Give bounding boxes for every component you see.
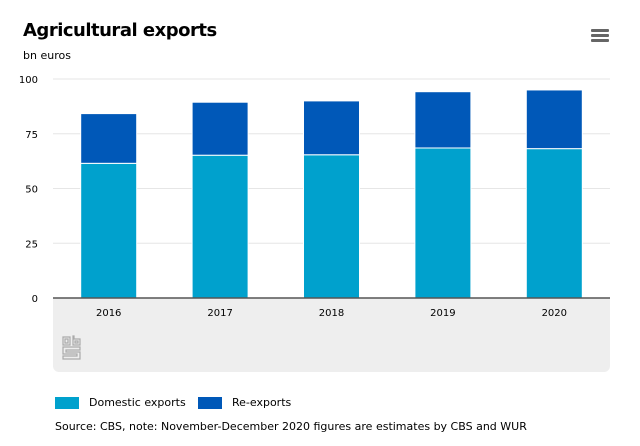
bar-reexports-2019[interactable] — [414, 91, 472, 149]
hamburger-icon[interactable] — [591, 29, 609, 45]
bar-reexports-2018[interactable] — [303, 100, 360, 156]
bar-domestic-2016[interactable] — [80, 162, 138, 299]
x-tick-label: 2020 — [542, 308, 567, 319]
y-tick-label: 50 — [25, 185, 38, 196]
y-tick-label: 0 — [32, 294, 38, 305]
x-tick-label: 2017 — [207, 308, 232, 319]
x-tick-label: 2019 — [430, 308, 455, 319]
y-axis-unit: bn euros — [23, 49, 71, 62]
bar-reexports-2020[interactable] — [525, 89, 583, 150]
bar-domestic-2018[interactable] — [303, 154, 360, 299]
chart-title: Agricultural exports — [23, 20, 217, 41]
legend-label: Domestic exports — [89, 396, 186, 409]
legend-label: Re-exports — [232, 396, 292, 409]
y-tick-label: 25 — [25, 239, 38, 250]
y-tick-label: 100 — [19, 75, 38, 86]
legend-swatch — [55, 396, 79, 409]
legend-reexports[interactable]: Re-exports — [198, 396, 291, 409]
y-tick-label: 75 — [25, 130, 38, 141]
cbs-logo — [62, 335, 82, 365]
legend-domestic[interactable]: Domestic exports — [55, 396, 186, 409]
bar-domestic-2017[interactable] — [191, 154, 249, 299]
bar-reexports-2017[interactable] — [191, 101, 249, 156]
bar-reexports-2016[interactable] — [80, 113, 138, 164]
x-tick-label: 2016 — [96, 308, 121, 319]
x-tick-label: 2018 — [319, 308, 344, 319]
bar-domestic-2020[interactable] — [525, 148, 583, 299]
x-axis-panel — [53, 298, 610, 372]
legend-swatch — [198, 396, 222, 409]
bar-domestic-2019[interactable] — [414, 147, 472, 299]
source-note: Source: CBS, note: November-December 202… — [55, 420, 527, 433]
